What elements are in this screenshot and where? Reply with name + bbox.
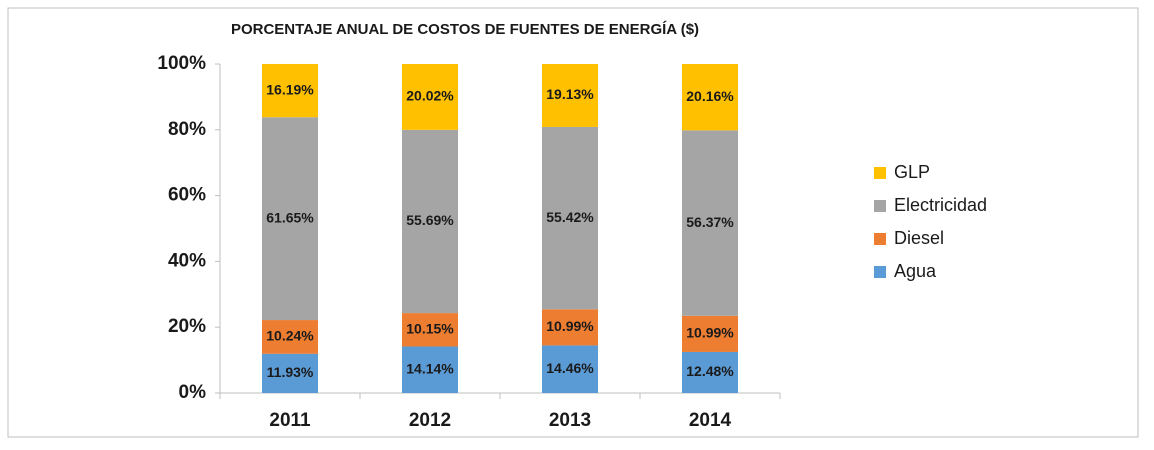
bar-segment [682,130,738,316]
bar-segment [682,351,738,393]
value-label: 12.48% [686,363,734,379]
x-tick-label: 2014 [689,410,732,431]
bar-segment [402,313,458,347]
value-label: 20.16% [686,88,734,104]
bar-segment [262,353,318,393]
legend-label: GLP [894,162,930,182]
x-tick-label: 2011 [269,410,311,431]
bar-segment [402,129,458,314]
y-tick-label: 40% [168,250,206,271]
legend-swatch [874,233,886,245]
bar-segment [542,126,598,310]
value-label: 10.99% [546,318,594,334]
legend-label: Electricidad [894,195,987,215]
y-tick-label: 60% [168,185,206,206]
legend-label: Agua [894,261,937,281]
bar-segment [542,345,598,393]
value-label: 55.69% [406,212,454,228]
legend-swatch [874,200,886,212]
value-label: 14.14% [406,360,454,376]
value-label: 10.24% [266,328,314,344]
bar-segment [402,346,458,393]
bar-segment [262,320,318,354]
bar-segment [262,63,318,118]
bar-segment [262,117,318,321]
y-tick-label: 100% [157,53,206,74]
bar-segment [682,64,738,131]
value-label: 10.99% [686,325,734,341]
y-tick-label: 80% [168,119,206,140]
bar-segment [402,64,458,130]
bar-segment [542,309,598,346]
value-label: 55.42% [546,209,594,225]
chart-title: PORCENTAJE ANUAL DE COSTOS DE FUENTES DE… [231,21,699,38]
bar-segment [542,64,598,127]
legend-label: Diesel [894,228,944,248]
value-label: 10.15% [406,320,454,336]
x-tick-label: 2013 [549,410,591,431]
y-tick-label: 20% [168,316,206,337]
x-tick-label: 2012 [409,410,451,431]
value-label: 20.02% [406,88,454,104]
value-label: 61.65% [266,209,314,225]
value-label: 56.37% [686,214,734,230]
value-label: 11.93% [267,364,314,380]
y-tick-label: 0% [179,382,207,403]
legend-swatch [874,167,886,179]
value-label: 14.46% [546,360,594,376]
value-label: 16.19% [266,81,314,97]
bar-segment [682,315,738,352]
value-label: 19.13% [546,86,594,102]
legend-swatch [874,266,886,278]
